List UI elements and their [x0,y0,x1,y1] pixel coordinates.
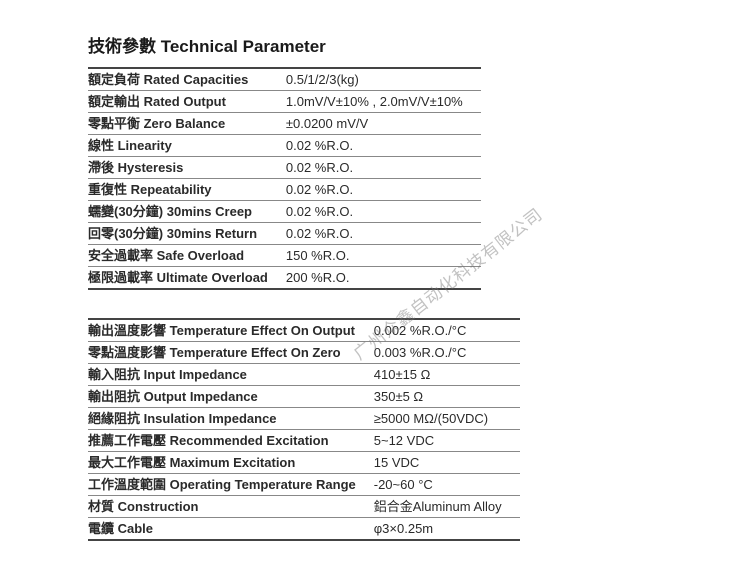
spec-label: 電纜 Cable [88,518,374,541]
spec-value: 0.5/1/2/3(kg) [286,68,481,91]
table-row: 輸入阻抗 Input Impedance410±15 Ω [88,364,520,386]
table-row: 電纜 Cableφ3×0.25m [88,518,520,541]
table-row: 最大工作電壓 Maximum Excitation15 VDC [88,452,520,474]
spec-label: 滯後 Hysteresis [88,157,286,179]
spec-table-1: 額定負荷 Rated Capacities0.5/1/2/3(kg)額定輸出 R… [88,67,481,290]
table-row: 滯後 Hysteresis0.02 %R.O. [88,157,481,179]
spec-value: -20~60 °C [374,474,520,496]
spec-label: 蠕變(30分鐘) 30mins Creep [88,201,286,223]
spec-label: 零點平衡 Zero Balance [88,113,286,135]
spec-label: 零點溫度影響 Temperature Effect On Zero [88,342,374,364]
spec-value: 0.02 %R.O. [286,223,481,245]
spec-value: 15 VDC [374,452,520,474]
spec-label: 安全過載率 Safe Overload [88,245,286,267]
spec-value: φ3×0.25m [374,518,520,541]
table-row: 輸出溫度影響 Temperature Effect On Output0.002… [88,319,520,342]
spec-label: 工作溫度範圍 Operating Temperature Range [88,474,374,496]
spec-value: 0.02 %R.O. [286,201,481,223]
spec-value: 150 %R.O. [286,245,481,267]
spec-value: 1.0mV/V±10% , 2.0mV/V±10% [286,91,481,113]
spec-value: 0.02 %R.O. [286,157,481,179]
spec-table-2: 輸出溫度影響 Temperature Effect On Output0.002… [88,318,520,541]
spec-value: ≥5000 MΩ/(50VDC) [374,408,520,430]
table-row: 絕緣阻抗 Insulation Impedance≥5000 MΩ/(50VDC… [88,408,520,430]
table-row: 蠕變(30分鐘) 30mins Creep0.02 %R.O. [88,201,481,223]
table-row: 回零(30分鐘) 30mins Return0.02 %R.O. [88,223,481,245]
spec-value: 5~12 VDC [374,430,520,452]
table-row: 額定輸出 Rated Output1.0mV/V±10% , 2.0mV/V±1… [88,91,481,113]
table-row: 安全過載率 Safe Overload150 %R.O. [88,245,481,267]
spec-label: 極限過載率 Ultimate Overload [88,267,286,290]
spec-label: 重復性 Repeatability [88,179,286,201]
spec-label: 絕緣阻抗 Insulation Impedance [88,408,374,430]
table-row: 重復性 Repeatability0.02 %R.O. [88,179,481,201]
spec-label: 額定負荷 Rated Capacities [88,68,286,91]
spec-value: 0.002 %R.O./°C [374,319,520,342]
table-row: 零點溫度影響 Temperature Effect On Zero0.003 %… [88,342,520,364]
spec-label: 輸入阻抗 Input Impedance [88,364,374,386]
table-row: 輸出阻抗 Output Impedance350±5 Ω [88,386,520,408]
spec-value: 350±5 Ω [374,386,520,408]
spec-label: 回零(30分鐘) 30mins Return [88,223,286,245]
spec-label: 推薦工作電壓 Recommended Excitation [88,430,374,452]
spec-table-1-body: 額定負荷 Rated Capacities0.5/1/2/3(kg)額定輸出 R… [88,68,481,289]
spec-label: 最大工作電壓 Maximum Excitation [88,452,374,474]
spec-label: 輸出溫度影響 Temperature Effect On Output [88,319,374,342]
table-row: 材質 Construction鋁合金Aluminum Alloy [88,496,520,518]
table-row: 極限過載率 Ultimate Overload200 %R.O. [88,267,481,290]
spec-table-2-body: 輸出溫度影響 Temperature Effect On Output0.002… [88,319,520,540]
spec-value: 鋁合金Aluminum Alloy [374,496,520,518]
page-title: 技術參數 Technical Parameter [88,32,662,57]
spec-value: ±0.0200 mV/V [286,113,481,135]
spec-label: 輸出阻抗 Output Impedance [88,386,374,408]
table-row: 工作溫度範圍 Operating Temperature Range-20~60… [88,474,520,496]
spec-value: 0.003 %R.O./°C [374,342,520,364]
spec-value: 200 %R.O. [286,267,481,290]
table-row: 零點平衡 Zero Balance±0.0200 mV/V [88,113,481,135]
spec-value: 0.02 %R.O. [286,135,481,157]
spec-label: 線性 Linearity [88,135,286,157]
table-row: 額定負荷 Rated Capacities0.5/1/2/3(kg) [88,68,481,91]
spec-label: 額定輸出 Rated Output [88,91,286,113]
spec-label: 材質 Construction [88,496,374,518]
table-row: 推薦工作電壓 Recommended Excitation5~12 VDC [88,430,520,452]
spec-value: 410±15 Ω [374,364,520,386]
table-row: 線性 Linearity0.02 %R.O. [88,135,481,157]
spec-value: 0.02 %R.O. [286,179,481,201]
